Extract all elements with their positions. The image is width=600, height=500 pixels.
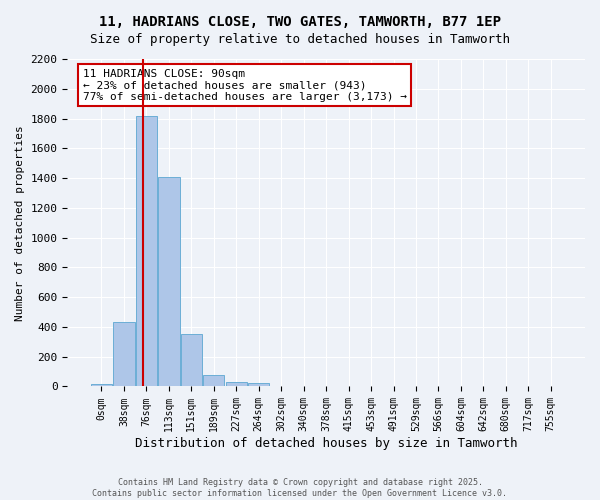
Bar xyxy=(136,116,157,386)
Bar xyxy=(226,382,247,386)
Text: Size of property relative to detached houses in Tamworth: Size of property relative to detached ho… xyxy=(90,32,510,46)
Bar xyxy=(181,334,202,386)
Bar xyxy=(91,384,112,386)
Y-axis label: Number of detached properties: Number of detached properties xyxy=(15,125,25,320)
Text: 11 HADRIANS CLOSE: 90sqm
← 23% of detached houses are smaller (943)
77% of semi-: 11 HADRIANS CLOSE: 90sqm ← 23% of detach… xyxy=(83,69,407,102)
X-axis label: Distribution of detached houses by size in Tamworth: Distribution of detached houses by size … xyxy=(135,437,517,450)
Bar xyxy=(203,374,224,386)
Bar xyxy=(158,176,179,386)
Bar xyxy=(248,384,269,386)
Text: 11, HADRIANS CLOSE, TWO GATES, TAMWORTH, B77 1EP: 11, HADRIANS CLOSE, TWO GATES, TAMWORTH,… xyxy=(99,15,501,29)
Text: Contains HM Land Registry data © Crown copyright and database right 2025.
Contai: Contains HM Land Registry data © Crown c… xyxy=(92,478,508,498)
Bar xyxy=(113,322,134,386)
